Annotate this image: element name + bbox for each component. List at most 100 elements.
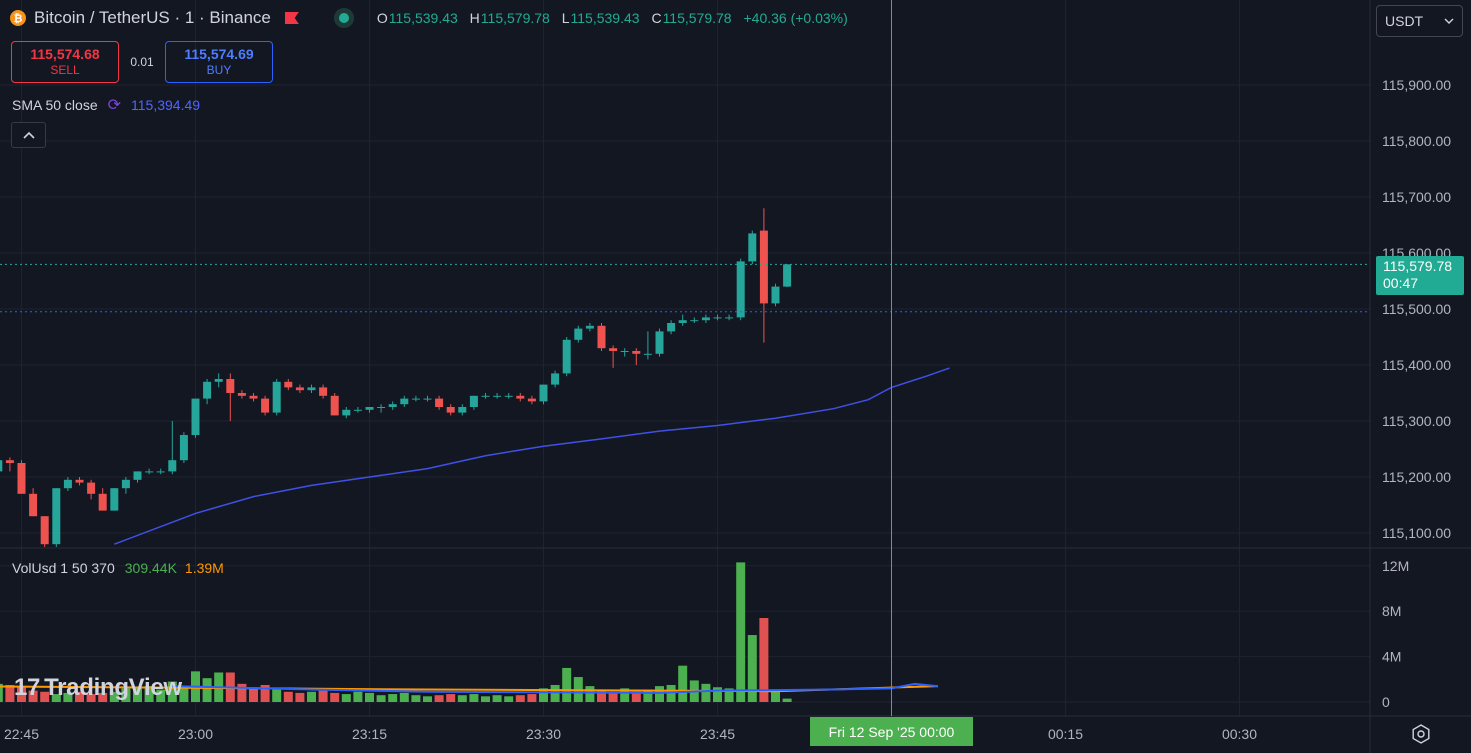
high-value: 115,579.78: [480, 10, 550, 26]
candle: [342, 407, 351, 419]
low-value: 115,539.43: [570, 10, 640, 26]
volume-bar: [562, 667, 572, 702]
volume-bar: [283, 691, 293, 702]
volume-value: 309.44K: [124, 560, 177, 576]
candle-body: [620, 351, 629, 352]
candle: [5, 457, 14, 472]
candle: [179, 432, 188, 463]
candle: [87, 479, 96, 500]
candle-body: [272, 381, 281, 413]
volume-bar: [504, 696, 514, 702]
candle-body: [330, 395, 339, 416]
candle-body: [353, 409, 362, 411]
candle: [110, 488, 119, 511]
candle: [446, 404, 455, 416]
close-value: 115,579.78: [662, 10, 732, 26]
candle: [319, 384, 328, 399]
candle-body: [458, 407, 467, 413]
time-tick-label: 22:45: [4, 726, 39, 742]
volume-bar: [318, 690, 328, 702]
volume-bar: [701, 683, 711, 702]
sync-icon[interactable]: ⟳: [107, 97, 122, 114]
candle: [353, 407, 362, 413]
volume-legend[interactable]: VolUsd 1 50 370 309.44K 1.39M: [12, 560, 224, 576]
sma-line: [114, 367, 950, 545]
candle: [17, 460, 26, 494]
candle: [29, 488, 38, 517]
candle: [609, 345, 618, 368]
crosshair-time-label: Fri 12 Sep '25 00:00: [810, 717, 973, 746]
candle-body: [29, 493, 38, 517]
candle: [52, 488, 61, 547]
candle: [295, 384, 304, 393]
candle-body: [574, 328, 583, 340]
candle-body: [214, 379, 223, 382]
volume-bar: [167, 681, 177, 702]
volume-bar: [631, 691, 641, 702]
volume-bar: [307, 691, 316, 702]
candle-body: [736, 261, 745, 318]
bar-countdown: 00:47: [1383, 275, 1419, 291]
candle-body: [249, 395, 258, 399]
volume-bar: [330, 692, 340, 702]
candle-body: [203, 381, 212, 399]
candle: [226, 373, 235, 421]
price-tick-label: 115,100.00: [1382, 525, 1451, 541]
candle-body: [63, 479, 72, 489]
candle-body: [0, 460, 3, 472]
open-value: 115,539.43: [388, 10, 458, 26]
sell-button[interactable]: 115,574.68 SELL: [11, 41, 119, 83]
trade-panel: 115,574.68 SELL 0.01 115,574.69 BUY: [11, 41, 273, 83]
candle-body: [87, 482, 96, 494]
currency-value: USDT: [1385, 13, 1424, 29]
volume-bar: [597, 690, 606, 702]
settings-icon[interactable]: [1410, 723, 1432, 745]
volume-bar: [747, 635, 757, 702]
candle-body: [725, 317, 734, 319]
time-tick-label: 23:00: [178, 726, 213, 742]
price-tick-label: 115,700.00: [1382, 189, 1451, 205]
price-tick-label: 115,800.00: [1382, 133, 1451, 149]
buy-button[interactable]: 115,574.69 BUY: [165, 41, 273, 83]
flag-icon[interactable]: [284, 12, 299, 24]
candle: [493, 393, 502, 399]
chevron-down-icon: [1444, 18, 1454, 24]
candle: [469, 395, 478, 410]
candle: [701, 314, 710, 323]
candle: [527, 395, 536, 405]
symbol-title[interactable]: Bitcoin / TetherUS · 1 · Binance: [34, 8, 271, 27]
market-status-icon[interactable]: [338, 13, 349, 23]
change-value: +40.36 (+0.03%): [743, 10, 848, 26]
volume-tick-label: 8M: [1382, 603, 1401, 619]
candle: [516, 393, 525, 402]
volume-bar: [585, 686, 595, 702]
volume-bar: [399, 692, 409, 702]
candle: [643, 331, 652, 360]
volume-bar: [98, 692, 108, 702]
candle-body: [168, 460, 177, 472]
tradingview-logo[interactable]: 17 TradingView: [14, 674, 182, 702]
volume-bar: [782, 698, 792, 702]
volume-bar: [341, 694, 351, 702]
volume-label: VolUsd 1 50 370: [12, 560, 115, 576]
price-tick-label: 115,500.00: [1382, 301, 1451, 317]
candle: [98, 488, 107, 511]
candle: [562, 337, 571, 377]
candle: [377, 404, 386, 413]
candlestick-series: [0, 208, 792, 547]
candle-body: [423, 398, 432, 400]
candle: [75, 477, 84, 486]
sma-legend[interactable]: SMA 50 close ⟳ 115,394.49: [12, 95, 200, 115]
volume-bar: [608, 692, 618, 702]
candle: [40, 516, 49, 547]
volume-bar: [40, 691, 50, 702]
currency-select[interactable]: USDT: [1376, 5, 1463, 37]
candle-body: [121, 479, 130, 489]
volume-bar: [272, 689, 282, 702]
candle-body: [632, 351, 641, 354]
bitcoin-icon[interactable]: ₿: [10, 10, 26, 26]
volume-ma-value: 1.39M: [184, 560, 224, 576]
collapse-legend-button[interactable]: [11, 122, 46, 148]
